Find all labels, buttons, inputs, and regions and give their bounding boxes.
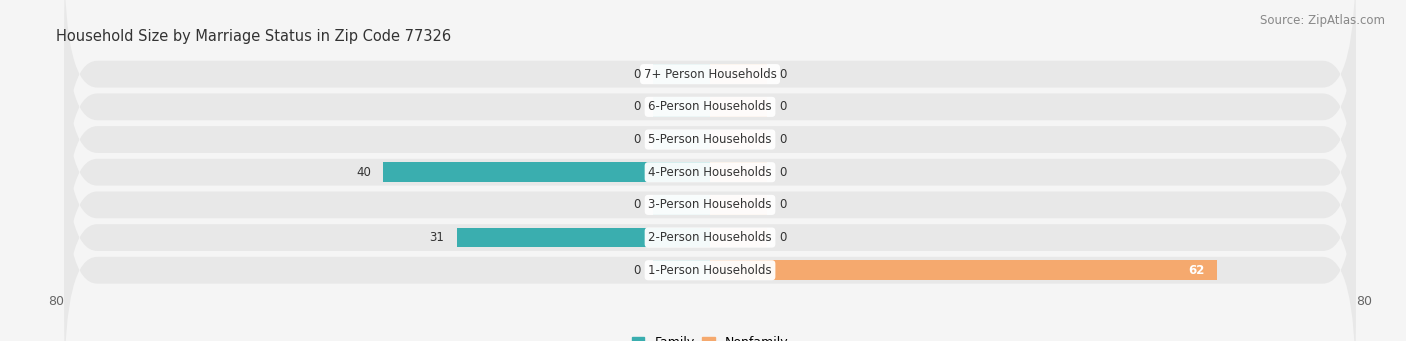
Text: 2-Person Households: 2-Person Households [648, 231, 772, 244]
FancyBboxPatch shape [65, 88, 1355, 322]
Text: 0: 0 [779, 133, 787, 146]
Text: 0: 0 [779, 198, 787, 211]
Bar [652, 97, 710, 117]
Legend: Family, Nonfamily: Family, Nonfamily [631, 337, 789, 341]
Bar [710, 162, 768, 182]
Bar [457, 228, 710, 247]
Text: 0: 0 [633, 100, 641, 113]
FancyBboxPatch shape [65, 153, 1355, 341]
FancyBboxPatch shape [65, 0, 1355, 192]
Text: 0: 0 [779, 166, 787, 179]
Text: 4-Person Households: 4-Person Households [648, 166, 772, 179]
Text: 0: 0 [779, 100, 787, 113]
Text: 0: 0 [779, 231, 787, 244]
Bar [710, 228, 768, 247]
Text: 7+ Person Households: 7+ Person Households [644, 68, 776, 81]
Text: 62: 62 [1188, 264, 1205, 277]
Text: 6-Person Households: 6-Person Households [648, 100, 772, 113]
Bar [710, 97, 768, 117]
Text: 3-Person Households: 3-Person Households [648, 198, 772, 211]
Bar [652, 64, 710, 84]
Bar [382, 162, 710, 182]
Text: 0: 0 [633, 68, 641, 81]
Text: Household Size by Marriage Status in Zip Code 77326: Household Size by Marriage Status in Zip… [56, 29, 451, 44]
Text: Source: ZipAtlas.com: Source: ZipAtlas.com [1260, 14, 1385, 27]
Bar [652, 261, 710, 280]
Bar [710, 261, 1216, 280]
Bar [710, 64, 768, 84]
Text: 40: 40 [356, 166, 371, 179]
FancyBboxPatch shape [65, 22, 1355, 257]
Text: 0: 0 [633, 264, 641, 277]
FancyBboxPatch shape [65, 55, 1355, 290]
Text: 1-Person Households: 1-Person Households [648, 264, 772, 277]
Bar [652, 195, 710, 215]
Bar [652, 130, 710, 149]
Bar [710, 195, 768, 215]
FancyBboxPatch shape [65, 120, 1355, 341]
Text: 31: 31 [430, 231, 444, 244]
Text: 0: 0 [779, 68, 787, 81]
Text: 5-Person Households: 5-Person Households [648, 133, 772, 146]
Bar [710, 130, 768, 149]
Text: 0: 0 [633, 198, 641, 211]
FancyBboxPatch shape [65, 0, 1355, 224]
Text: 0: 0 [633, 133, 641, 146]
